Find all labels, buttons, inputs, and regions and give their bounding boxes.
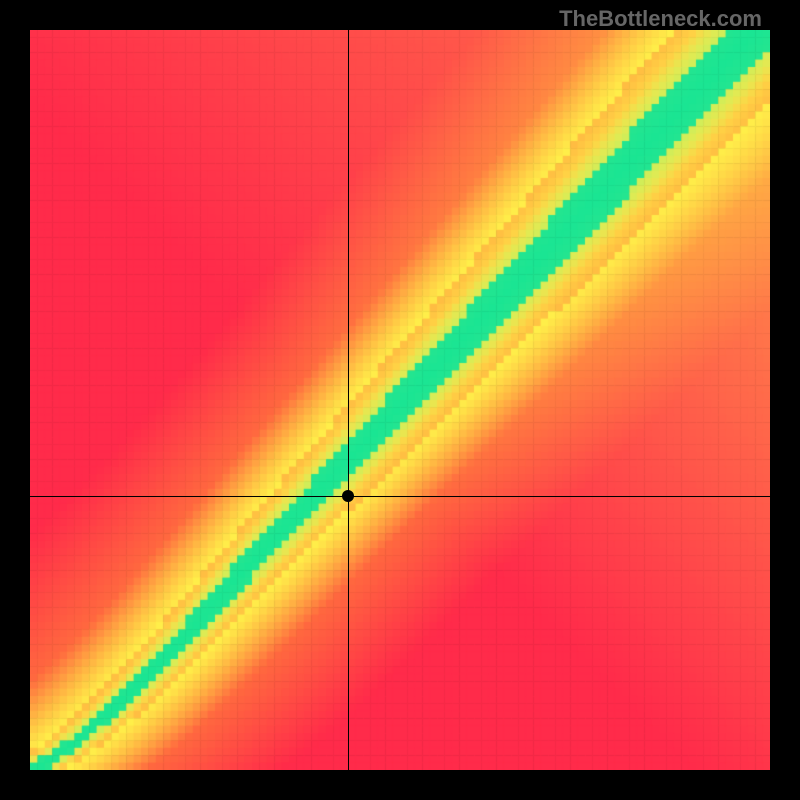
crosshair-vertical [348,30,349,770]
heatmap-canvas [30,30,770,770]
chart-container: TheBottleneck.com [0,0,800,800]
crosshair-point [342,490,354,502]
crosshair-horizontal [30,496,770,497]
watermark-text: TheBottleneck.com [559,6,762,32]
